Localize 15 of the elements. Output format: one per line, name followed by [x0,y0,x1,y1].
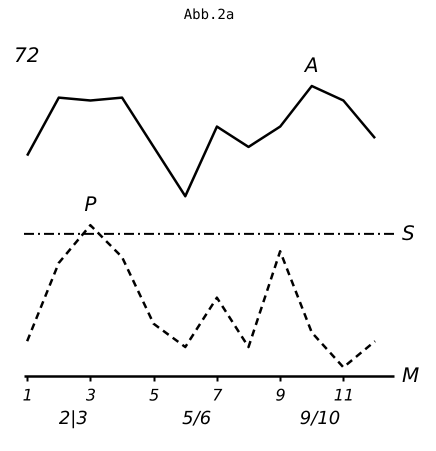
text: 2|3 [58,408,88,429]
text: M [402,363,420,387]
ref-line-label: S [402,220,415,245]
chart-title: Abb.2a [184,7,234,23]
text: 9/10 [300,408,340,429]
series-label: A [302,53,319,77]
x-tick-label: 1 [22,386,33,404]
x-tick-label: 9 [276,386,286,404]
x-tick-label: 11 [334,386,354,404]
x-tick-label: 5 [149,386,160,404]
x-tick-label: 3 [86,386,96,404]
text: 72 [14,43,40,67]
text: 5/6 [182,408,212,429]
series-label: P [84,192,98,216]
x-tick-label: 7 [212,386,224,404]
